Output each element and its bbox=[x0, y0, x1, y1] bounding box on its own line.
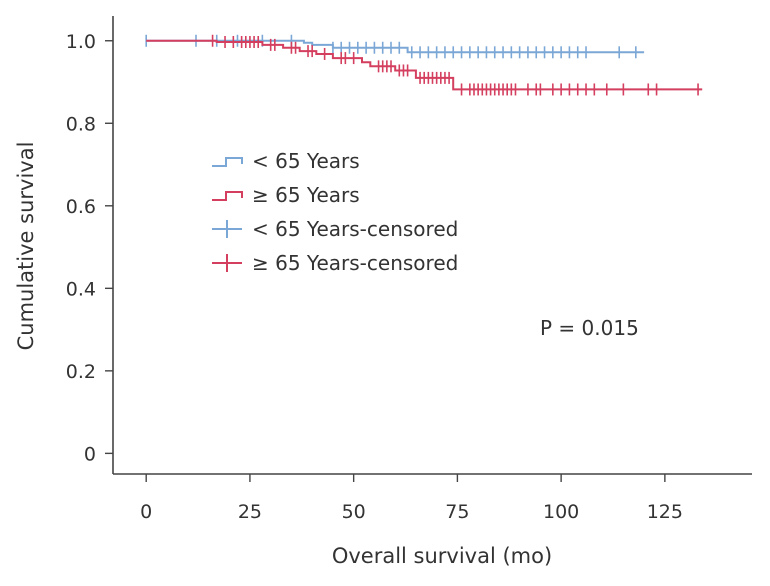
y-axis-title: Cumulative survival bbox=[14, 142, 38, 351]
p-value-annotation: P = 0.015 bbox=[540, 316, 639, 340]
legend: < 65 Years ≥ 65 Years < 65 Years-censored ≥… bbox=[212, 149, 458, 275]
legend-label: < 65 Years-censored bbox=[252, 217, 458, 241]
legend-step-swatch bbox=[212, 191, 243, 201]
y-tick-label: 0 bbox=[84, 443, 96, 465]
x-tick-label: 0 bbox=[140, 501, 152, 523]
x-tick-label: 25 bbox=[238, 501, 262, 523]
legend-label: ≥ 65 Years bbox=[252, 183, 360, 207]
survival-curve-1 bbox=[146, 39, 703, 91]
y-tick-label: 0.6 bbox=[66, 196, 96, 218]
legend-step-swatch bbox=[212, 157, 243, 167]
legend-label: < 65 Years bbox=[252, 149, 360, 173]
survival-curves bbox=[145, 34, 703, 96]
x-tick-label: 75 bbox=[445, 501, 469, 523]
y-tick-label: 1.0 bbox=[66, 31, 96, 53]
x-ticks: 0 25 50 75 100 125 bbox=[140, 474, 683, 523]
y-tick-label: 0.8 bbox=[66, 113, 96, 135]
y-tick-label: 0.2 bbox=[66, 361, 96, 383]
x-tick-label: 50 bbox=[342, 501, 366, 523]
y-ticks: 0 0.2 0.4 0.6 0.8 1.0 bbox=[66, 31, 113, 465]
legend-label: ≥ 65 Years-censored bbox=[252, 251, 458, 275]
survival-curve-0 bbox=[146, 39, 645, 54]
x-tick-label: 100 bbox=[543, 501, 579, 523]
x-axis-title: Overall survival (mo) bbox=[332, 544, 552, 568]
y-tick-label: 0.4 bbox=[66, 278, 96, 300]
x-tick-label: 125 bbox=[647, 501, 683, 523]
